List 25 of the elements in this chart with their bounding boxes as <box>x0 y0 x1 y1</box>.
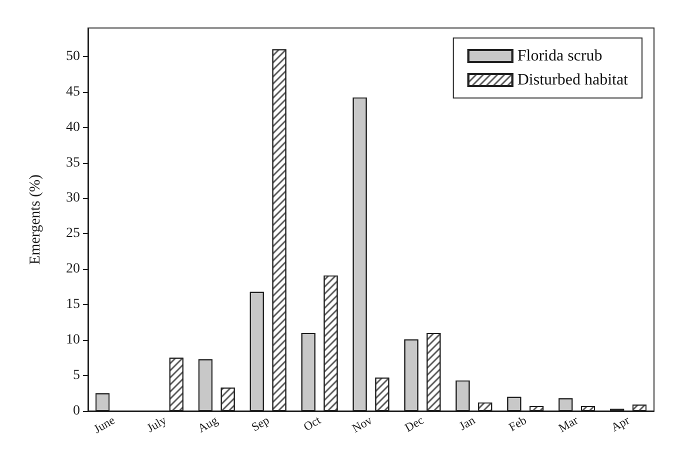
y-tick-label: 50 <box>66 48 80 64</box>
y-tick-label: 15 <box>66 297 80 312</box>
legend-label: Disturbed habitat <box>517 72 629 88</box>
x-tick-label: June <box>91 412 118 436</box>
x-tick-label: Nov <box>350 412 375 436</box>
y-axis-title: Emergents (%) <box>28 174 44 265</box>
x-tick-label: Oct <box>301 412 324 434</box>
x-tick-label: Jan <box>456 412 478 434</box>
x-tick-label: July <box>144 412 169 436</box>
y-tick-label: 30 <box>66 190 80 206</box>
x-tick-label: Mar <box>556 412 580 436</box>
y-tick-label: 25 <box>66 226 80 242</box>
y-tick-label: 5 <box>73 368 80 384</box>
x-tick-label: Aug <box>195 412 220 436</box>
x-tick-label: Apr <box>608 412 632 434</box>
x-tick-label: Dec <box>402 412 426 435</box>
legend-label: Florida scrub <box>517 48 602 64</box>
x-tick-label: Sep <box>249 412 272 434</box>
y-tick-label: 40 <box>66 120 80 135</box>
x-tick-label: Feb <box>506 412 529 434</box>
y-tick-label: 45 <box>66 84 80 100</box>
y-tick-label: 10 <box>66 332 80 348</box>
y-tick-label: 35 <box>66 155 80 170</box>
y-tick-label: 20 <box>66 262 80 277</box>
y-tick-label: 0 <box>73 404 80 418</box>
